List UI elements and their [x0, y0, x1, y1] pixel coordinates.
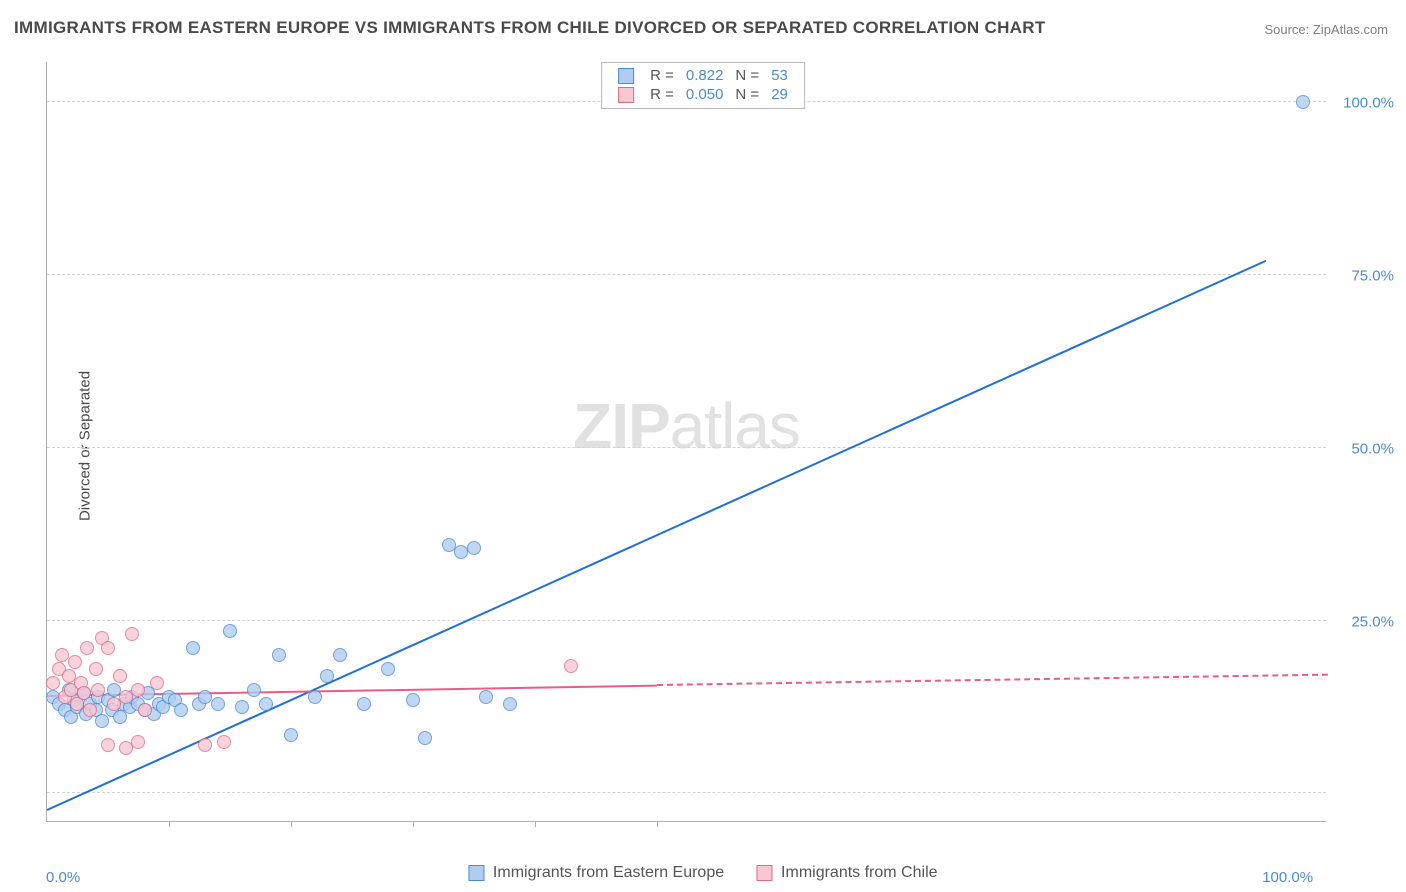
data-point — [564, 659, 578, 673]
legend-label-series-1: Immigrants from Eastern Europe — [493, 864, 724, 881]
x-tick — [535, 821, 536, 827]
x-tick-label: 100.0% — [1262, 869, 1313, 886]
scatter-plot-area: ZIPatlas — [46, 62, 1326, 822]
swatch-series-2 — [618, 87, 634, 103]
data-point — [150, 676, 164, 690]
r-label: R = — [644, 85, 680, 104]
legend-label-series-2: Immigrants from Chile — [781, 864, 937, 881]
gridline — [47, 792, 1326, 793]
data-point — [418, 731, 432, 745]
data-point — [89, 662, 103, 676]
data-point — [174, 703, 188, 717]
r-value-series-2: 0.050 — [680, 85, 730, 104]
gridline — [47, 274, 1326, 275]
data-point — [186, 641, 200, 655]
r-value-series-1: 0.822 — [680, 66, 730, 85]
data-point — [131, 683, 145, 697]
chart-title: IMMIGRANTS FROM EASTERN EUROPE VS IMMIGR… — [14, 18, 1046, 38]
data-point — [46, 676, 60, 690]
data-point — [357, 697, 371, 711]
data-point — [198, 738, 212, 752]
watermark-bold: ZIP — [573, 390, 670, 462]
data-point — [55, 648, 69, 662]
data-point — [223, 624, 237, 638]
x-tick — [657, 821, 658, 827]
y-tick-label: 25.0% — [1351, 613, 1394, 630]
series-legend: Immigrants from Eastern Europe Immigrant… — [454, 864, 951, 882]
swatch-series-1 — [618, 68, 634, 84]
swatch-series-1 — [468, 865, 484, 881]
x-tick-label: 0.0% — [46, 869, 80, 886]
data-point — [247, 683, 261, 697]
data-point — [211, 697, 225, 711]
watermark-light: atlas — [670, 390, 800, 462]
swatch-series-2 — [757, 865, 773, 881]
legend-row-series-1: R = 0.822 N = 53 — [612, 66, 794, 85]
n-value-series-2: 29 — [765, 85, 794, 104]
data-point — [77, 686, 91, 700]
data-point — [131, 735, 145, 749]
data-point — [235, 700, 249, 714]
n-value-series-1: 53 — [765, 66, 794, 85]
data-point — [259, 697, 273, 711]
data-point — [113, 669, 127, 683]
data-point — [68, 655, 82, 669]
legend-item-series-1: Immigrants from Eastern Europe — [468, 864, 724, 882]
data-point — [101, 641, 115, 655]
data-point — [333, 648, 347, 662]
data-point — [217, 735, 231, 749]
data-point — [284, 728, 298, 742]
legend-row-series-2: R = 0.050 N = 29 — [612, 85, 794, 104]
y-tick-label: 100.0% — [1343, 95, 1394, 112]
watermark: ZIPatlas — [573, 389, 800, 463]
n-label: N = — [729, 66, 765, 85]
data-point — [272, 648, 286, 662]
legend-item-series-2: Immigrants from Chile — [757, 864, 938, 882]
x-tick — [169, 821, 170, 827]
data-point — [320, 669, 334, 683]
y-tick-label: 50.0% — [1351, 440, 1394, 457]
data-point — [467, 541, 481, 555]
data-point — [80, 641, 94, 655]
x-tick — [291, 821, 292, 827]
data-point — [308, 690, 322, 704]
data-point — [479, 690, 493, 704]
data-point — [91, 683, 105, 697]
n-label: N = — [729, 85, 765, 104]
data-point — [381, 662, 395, 676]
source-attribution: Source: ZipAtlas.com — [1264, 22, 1388, 37]
gridline — [47, 620, 1326, 621]
trendline — [47, 259, 1267, 810]
correlation-legend: R = 0.822 N = 53 R = 0.050 N = 29 — [601, 62, 805, 109]
data-point — [406, 693, 420, 707]
data-point — [138, 703, 152, 717]
data-point — [101, 738, 115, 752]
y-tick-label: 75.0% — [1351, 268, 1394, 285]
x-tick — [413, 821, 414, 827]
data-point — [83, 703, 97, 717]
trendline-extrapolated — [657, 674, 1327, 686]
gridline — [47, 447, 1326, 448]
data-point — [125, 627, 139, 641]
data-point — [1296, 95, 1310, 109]
r-label: R = — [644, 66, 680, 85]
data-point — [503, 697, 517, 711]
